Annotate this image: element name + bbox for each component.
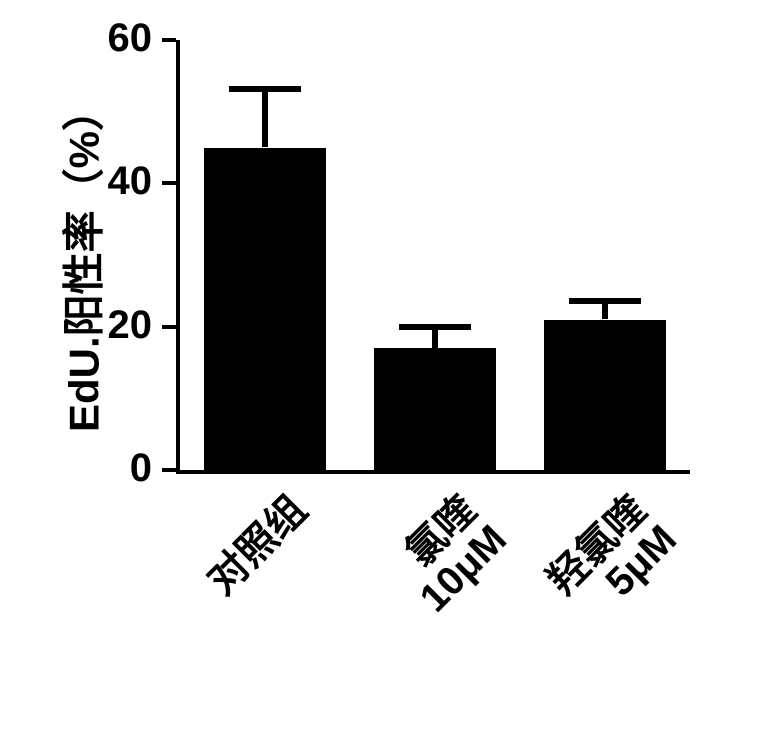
bar — [374, 348, 496, 470]
error-cap — [569, 298, 640, 304]
plot-area: 0204060EdU.阳性率（%）对照组氯喹10μM羟氯喹5μM — [180, 40, 690, 470]
error-cap — [229, 86, 300, 92]
bar — [204, 148, 326, 471]
y-tick — [162, 181, 176, 185]
x-tick-label: 氯喹10μM — [314, 488, 515, 689]
x-axis — [176, 470, 690, 474]
error-cap — [399, 324, 470, 330]
bar — [544, 320, 666, 471]
y-tick — [162, 468, 176, 472]
x-tick-label: 羟氯喹5μM — [484, 488, 685, 689]
x-tick-label: 对照组 — [144, 488, 315, 659]
error-bar — [262, 89, 268, 148]
y-tick — [162, 325, 176, 329]
bar-chart: 0204060EdU.阳性率（%）对照组氯喹10μM羟氯喹5μM — [0, 0, 765, 751]
y-tick — [162, 38, 176, 42]
y-axis — [176, 40, 180, 474]
error-bar — [432, 327, 438, 349]
y-axis-title: EdU.阳性率（%） — [51, 45, 112, 475]
